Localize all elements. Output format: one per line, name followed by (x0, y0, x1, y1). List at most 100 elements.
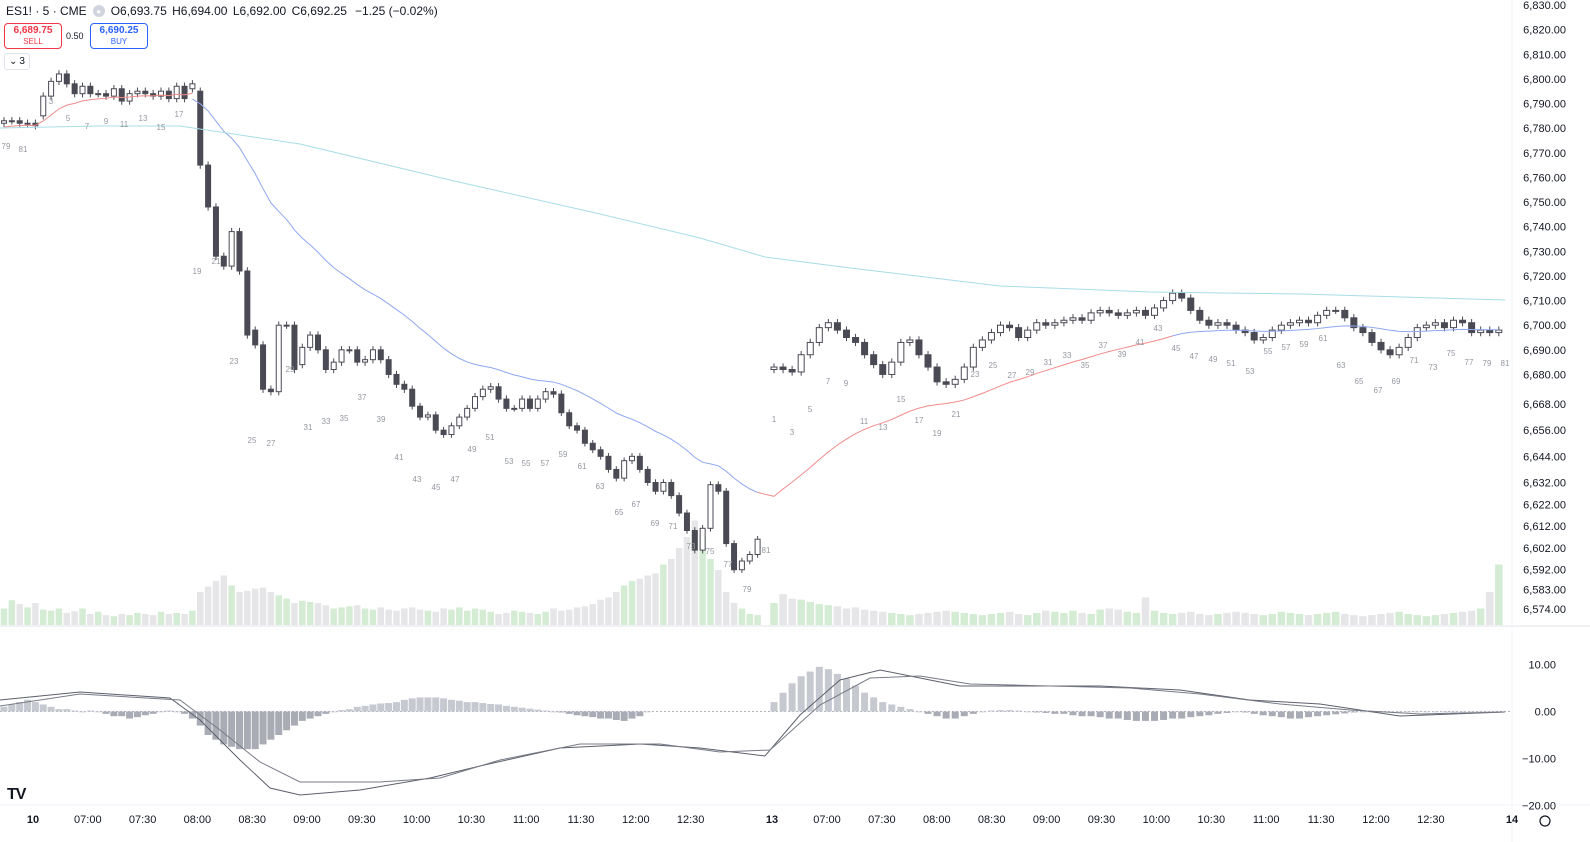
bar-count-label: 77 (724, 560, 733, 569)
macd-histogram-bar (345, 709, 353, 712)
volume-bar (779, 594, 787, 625)
macd-histogram-bar (86, 710, 94, 712)
macd-histogram-bar (833, 673, 841, 712)
market-status-icon[interactable]: ● (92, 5, 105, 17)
macd-histogram-bar (806, 671, 814, 712)
volume-bar (660, 564, 667, 625)
volume-bar (815, 604, 824, 625)
macd-histogram-bar (557, 711, 565, 713)
symbol-label[interactable]: ES1! · 5 · CME (6, 4, 87, 18)
candle-body (861, 341, 869, 356)
candle-body (110, 88, 117, 97)
candle-body (472, 396, 478, 409)
candle-body (933, 366, 941, 383)
volume-bar (377, 607, 385, 625)
volume-bar (283, 598, 290, 625)
macd-histogram-bar (1323, 711, 1331, 716)
settings-gear-icon[interactable] (1539, 815, 1551, 827)
volume-bar (110, 616, 118, 625)
candle-body (1332, 309, 1340, 312)
candle-body (1268, 329, 1276, 339)
volume-bar (1250, 614, 1258, 625)
volume-bar (118, 614, 125, 625)
bar-count-label: 17 (915, 416, 924, 425)
ema-mid-line (1172, 325, 1499, 337)
bar-count-label: 31 (1044, 358, 1053, 367)
indicators-collapse-button[interactable]: ⌄ 3 (4, 53, 30, 70)
sell-button[interactable]: 6,689.75 SELL (4, 23, 62, 49)
macd-histogram-bar (455, 700, 463, 712)
bar-count-label: 27 (267, 439, 276, 448)
macd-histogram-bar (24, 699, 32, 712)
time-tick-label: 11:00 (1253, 814, 1280, 826)
candle-body (1096, 309, 1104, 314)
candle-body (267, 388, 274, 393)
candle-body (526, 398, 533, 409)
volume-bar (542, 611, 549, 625)
candle-body (723, 490, 730, 545)
volume-bar (204, 586, 212, 625)
price-tick-label: 6,750.00 (1523, 197, 1566, 209)
volume-bar (149, 615, 157, 625)
candle-body (456, 416, 463, 427)
candle-body (393, 373, 400, 385)
tradingview-logo-icon[interactable]: TV (7, 786, 26, 803)
volume-bar (1023, 615, 1032, 625)
macd-histogram-bar (1395, 711, 1403, 713)
price-tick-label: 6,740.00 (1523, 222, 1566, 234)
candle-body (48, 80, 55, 97)
buy-button[interactable]: 6,690.25 BUY (90, 23, 148, 49)
macd-histogram-bar (770, 702, 778, 712)
bar-count-label: 49 (468, 445, 477, 454)
macd-histogram-bar (31, 702, 39, 712)
volume-bar (32, 603, 39, 625)
macd-histogram-bar (1477, 711, 1485, 713)
candle-body (495, 386, 502, 400)
candle-body (668, 482, 675, 497)
bar-count-label: 23 (230, 357, 239, 366)
ema-slow-line (0, 125, 1506, 301)
candle-body (134, 90, 141, 95)
volume-bar (189, 610, 196, 625)
candle-body (1413, 327, 1421, 339)
macd-histogram-bar (141, 711, 149, 716)
candle-body (63, 73, 70, 85)
candle-body (897, 341, 905, 363)
volume-bar (8, 600, 16, 625)
volume-bar (1404, 614, 1412, 625)
macd-histogram-bar (173, 711, 181, 713)
macd-histogram-bar (978, 711, 986, 713)
macd-histogram-bar (1051, 711, 1059, 714)
volume-bar (589, 604, 596, 625)
volume-bar (306, 601, 314, 625)
volume-bar (1241, 612, 1249, 625)
candle-body (770, 366, 778, 371)
candle-body (534, 398, 541, 409)
macd-histogram-bar (39, 704, 47, 712)
candle-body (479, 388, 486, 398)
macd-histogram-bar (408, 698, 416, 712)
time-tick-label: 10:30 (458, 814, 486, 826)
volume-bar (897, 614, 905, 625)
macd-histogram-bar (597, 711, 605, 719)
macd-histogram-bar (487, 703, 495, 712)
volume-bar (251, 588, 259, 625)
price-tick-label: 6,632.00 (1523, 478, 1566, 490)
candle-body (1078, 317, 1086, 321)
volume-bar (408, 607, 416, 625)
macd-histogram-bar (969, 711, 977, 714)
volume-bar (94, 611, 102, 625)
volume-bar (1014, 614, 1023, 625)
macd-histogram-bar (1422, 711, 1430, 713)
change-value: −1.25 (−0.02%) (354, 4, 438, 18)
macd-histogram-bar (220, 711, 228, 745)
volume-bar (1150, 610, 1159, 625)
volume-bar (440, 608, 447, 625)
volume-bar (1177, 612, 1186, 625)
macd-histogram-bar (1187, 711, 1195, 718)
candle-body (652, 482, 659, 492)
macd-histogram-bar (1006, 710, 1014, 712)
volume-bar (181, 614, 188, 625)
bar-count-label: 77 (1465, 358, 1474, 367)
